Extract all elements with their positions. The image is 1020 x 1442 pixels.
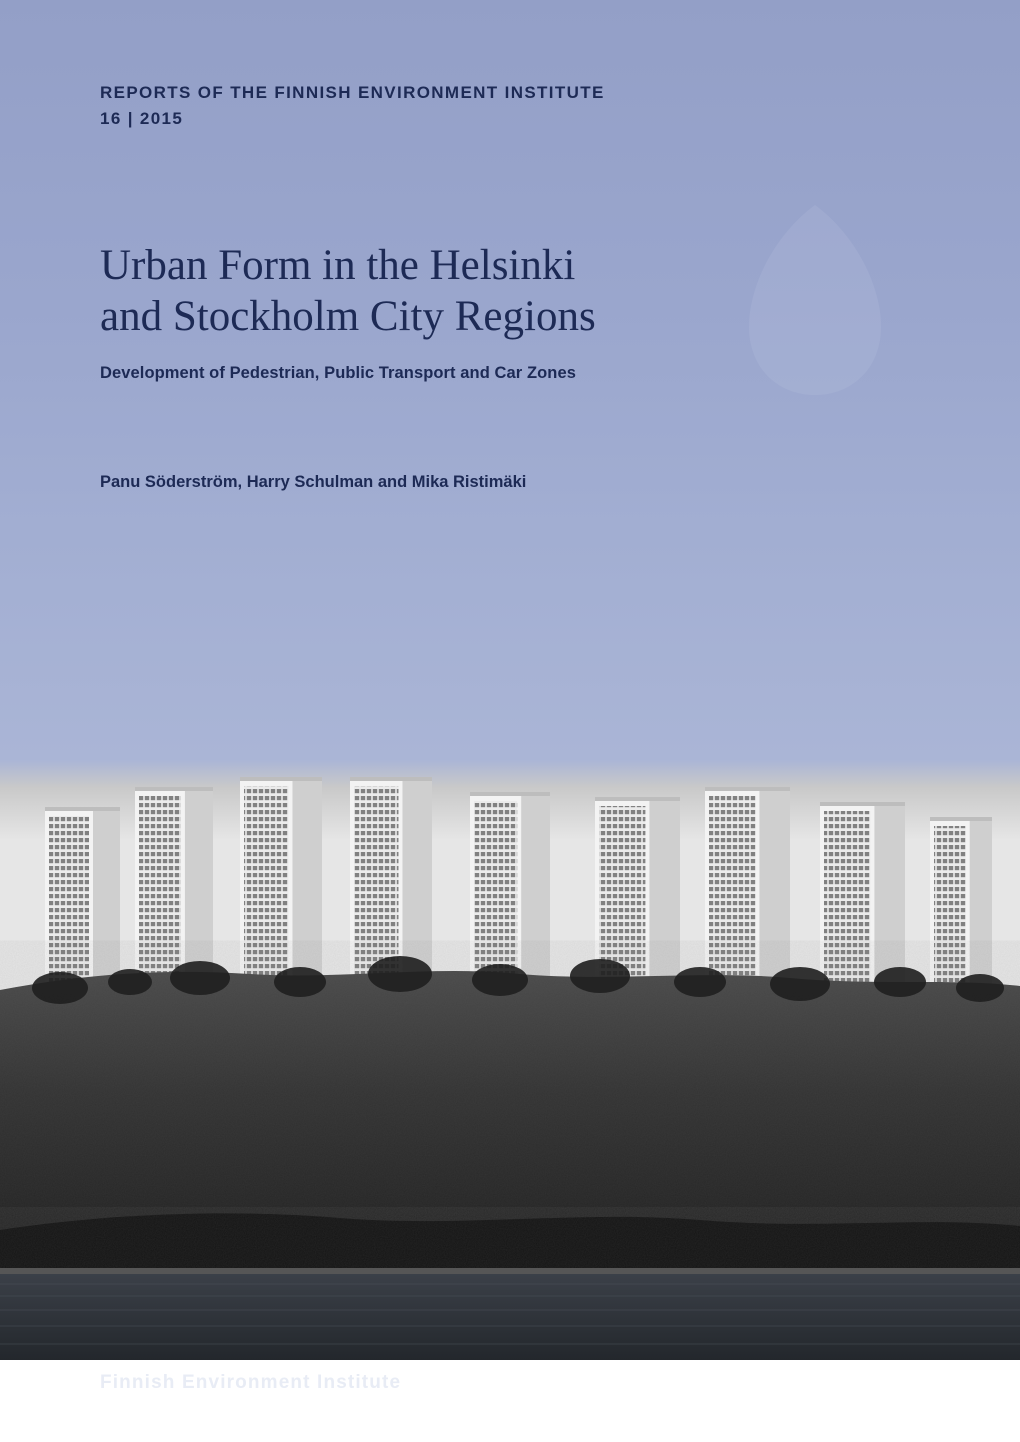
authors: Panu Söderström, Harry Schulman and Mika… (100, 473, 920, 492)
publisher-footer: Finnish Environment Institute (100, 1372, 401, 1394)
report-subtitle: Development of Pedestrian, Public Transp… (100, 364, 920, 383)
report-cover: REPORTS OF THE FINNISH ENVIRONMENT INSTI… (0, 0, 1020, 1442)
report-title: Urban Form in the Helsinki and Stockholm… (100, 241, 920, 342)
cover-photo (0, 760, 1020, 1360)
buildings-group (45, 777, 992, 990)
title-line2: and Stockholm City Regions (100, 293, 596, 340)
title-line1: Urban Form in the Helsinki (100, 242, 575, 289)
series-line1: REPORTS OF THE FINNISH ENVIRONMENT INSTI… (100, 83, 605, 102)
series-name: REPORTS OF THE FINNISH ENVIRONMENT INSTI… (100, 80, 920, 131)
cover-photo-svg (0, 760, 1020, 1360)
series-line2: 16 | 2015 (100, 109, 183, 128)
cover-text-block: REPORTS OF THE FINNISH ENVIRONMENT INSTI… (0, 0, 1020, 492)
